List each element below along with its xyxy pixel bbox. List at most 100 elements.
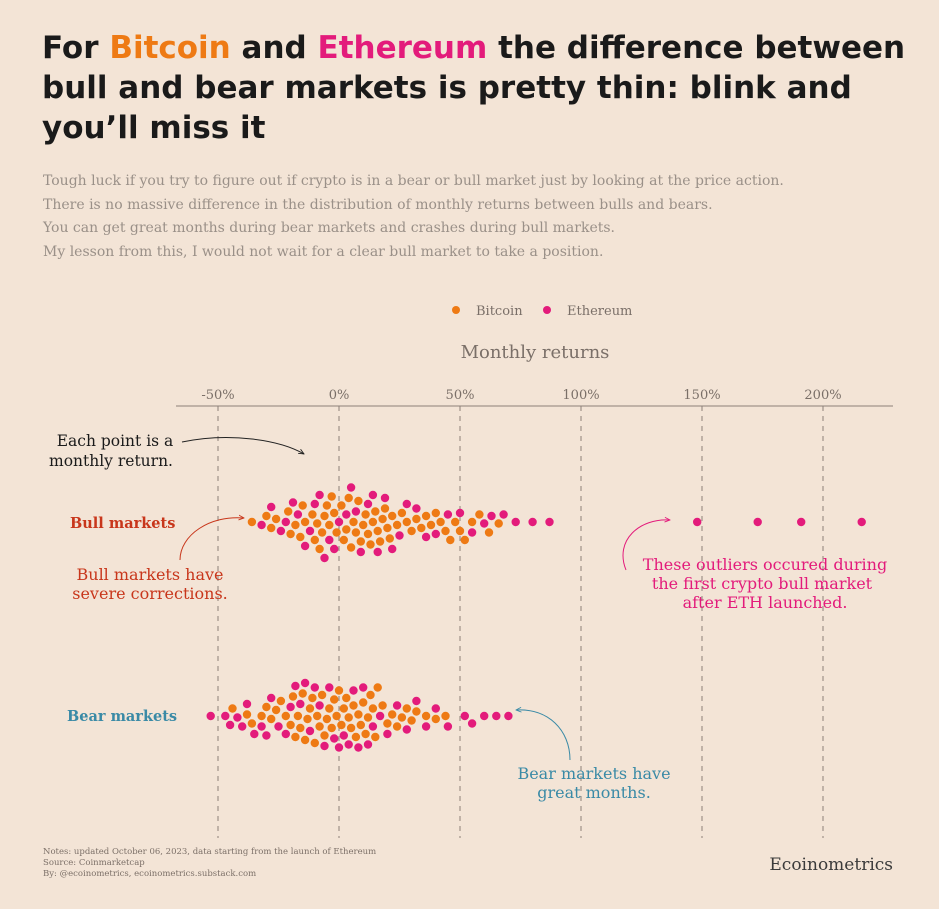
bull-bitcoin-point bbox=[351, 528, 361, 537]
bear-bitcoin-point bbox=[334, 686, 344, 695]
bear-ethereum-point bbox=[368, 722, 378, 731]
bull-bitcoin-point bbox=[271, 514, 281, 524]
bear-bitcoin-point bbox=[366, 690, 375, 700]
bull-bitcoin-point bbox=[313, 519, 322, 528]
bull-ethereum-point bbox=[455, 508, 465, 518]
bear-bitcoin-point bbox=[322, 714, 332, 724]
bull-bitcoin-point bbox=[322, 501, 332, 510]
bear-bitcoin-point bbox=[392, 722, 402, 731]
title-text: and bbox=[230, 30, 318, 66]
bear-ethereum-point bbox=[412, 696, 421, 706]
bear-bitcoin-point bbox=[344, 713, 353, 722]
bull-ethereum-point bbox=[395, 531, 404, 540]
x-tick-label: 200% bbox=[804, 388, 841, 403]
bear-bitcoin-point bbox=[267, 714, 276, 724]
bear-ethereum-point bbox=[286, 702, 295, 712]
x-tick-label: 150% bbox=[683, 388, 720, 403]
annotation-text: Bear markets have bbox=[517, 764, 670, 783]
bull-ethereum-point bbox=[276, 526, 286, 536]
notes-line: Notes: updated October 06, 2023, data st… bbox=[43, 847, 377, 857]
bull-bitcoin-point bbox=[308, 510, 317, 519]
bear-ethereum-point bbox=[330, 734, 339, 743]
x-axis-title: Monthly returns bbox=[461, 342, 610, 363]
bull-ethereum-point bbox=[797, 517, 806, 527]
bear-bitcoin-point bbox=[313, 711, 322, 721]
bull-bitcoin-point bbox=[363, 529, 373, 539]
source-line: Source: Coinmarketcap bbox=[43, 858, 145, 868]
bear-ethereum-point bbox=[291, 681, 300, 691]
byline: By: @ecoinometrics, ecoinometrics.substa… bbox=[43, 869, 257, 879]
bear-bitcoin-point bbox=[320, 731, 329, 740]
bull-ethereum-point bbox=[346, 483, 356, 492]
bear-bitcoin-point bbox=[286, 720, 295, 730]
legend-bitcoin-label: Bitcoin bbox=[476, 304, 523, 319]
category-label-bull: Bull markets bbox=[70, 515, 175, 532]
title-text: For bbox=[42, 30, 110, 66]
bear-bitcoin-point bbox=[397, 713, 407, 722]
footer-notes: Notes: updated October 06, 2023, data st… bbox=[43, 847, 376, 880]
bear-ethereum-point bbox=[296, 699, 305, 709]
bear-ethereum-point bbox=[480, 711, 489, 721]
bull-bitcoin-point bbox=[455, 526, 465, 536]
bull-bitcoin-point bbox=[286, 529, 295, 539]
bear-bitcoin-point bbox=[441, 711, 450, 721]
bear-bitcoin-point bbox=[271, 705, 281, 715]
bear-bitcoin-point bbox=[262, 702, 271, 712]
bull-ethereum-point bbox=[388, 544, 397, 554]
title-ethereum-word: Ethereum bbox=[317, 30, 488, 66]
bear-ethereum-point bbox=[300, 678, 310, 688]
bear-bitcoin-point bbox=[242, 710, 252, 719]
bear-ethereum-point bbox=[460, 711, 469, 721]
bull-bitcoin-point bbox=[344, 493, 353, 503]
bull-ethereum-point bbox=[467, 528, 477, 537]
title-bitcoin-word: Bitcoin bbox=[109, 30, 231, 66]
bull-bitcoin-point bbox=[330, 508, 339, 518]
bear-ethereum-point bbox=[392, 701, 402, 710]
bull-bitcoin-point bbox=[392, 520, 402, 530]
bear-bitcoin-point bbox=[361, 729, 370, 739]
title-text: the difference between bull and bear mar… bbox=[42, 30, 906, 146]
bear-bitcoin-point bbox=[388, 710, 397, 719]
bull-bitcoin-point bbox=[388, 511, 397, 521]
bull-bitcoin-point bbox=[354, 496, 363, 506]
bear-ethereum-point bbox=[267, 693, 276, 703]
x-tick-label: 0% bbox=[329, 388, 350, 403]
bear-bitcoin-point bbox=[298, 689, 307, 698]
bull-bitcoin-point bbox=[310, 535, 319, 545]
bull-bitcoin-point bbox=[337, 501, 346, 510]
annotation-text: after ETH launched. bbox=[683, 593, 848, 612]
subtitle-line: Tough luck if you try to figure out if c… bbox=[43, 173, 784, 189]
bear-bitcoin-point bbox=[373, 683, 382, 692]
annotation-arrow bbox=[181, 437, 304, 454]
bull-ethereum-point bbox=[320, 553, 329, 563]
bear-bitcoin-point bbox=[351, 732, 361, 742]
bear-ethereum-point bbox=[402, 725, 411, 734]
bull-bitcoin-point bbox=[368, 517, 378, 527]
bull-bitcoin-point bbox=[325, 520, 334, 530]
bull-bitcoin-point bbox=[436, 517, 445, 527]
bull-bitcoin-point bbox=[339, 535, 348, 545]
bear-bitcoin-point bbox=[421, 711, 431, 721]
bull-ethereum-point bbox=[373, 547, 382, 557]
bull-bitcoin-point bbox=[378, 514, 387, 524]
bull-bitcoin-point bbox=[346, 543, 356, 552]
bull-ethereum-point bbox=[363, 499, 373, 509]
bear-bitcoin-point bbox=[305, 704, 315, 713]
bull-bitcoin-point bbox=[349, 517, 358, 527]
bull-bitcoin-point bbox=[375, 537, 385, 546]
annotation-arrow bbox=[622, 520, 670, 571]
bear-ethereum-point bbox=[349, 686, 358, 695]
bull-bitcoin-point bbox=[317, 528, 327, 537]
bear-bitcoin-point bbox=[356, 720, 365, 730]
bear-ethereum-point bbox=[206, 711, 215, 721]
bull-bitcoin-point bbox=[494, 519, 503, 528]
bull-ethereum-point bbox=[431, 529, 440, 539]
bear-ethereum-point bbox=[431, 704, 440, 713]
bear-ethereum-point bbox=[504, 711, 513, 721]
bull-ethereum-point bbox=[293, 510, 303, 519]
bull-ethereum-point bbox=[443, 510, 453, 519]
bull-bitcoin-point bbox=[262, 511, 271, 521]
bear-ethereum-point bbox=[354, 743, 363, 752]
bear-bitcoin-point bbox=[349, 701, 358, 710]
